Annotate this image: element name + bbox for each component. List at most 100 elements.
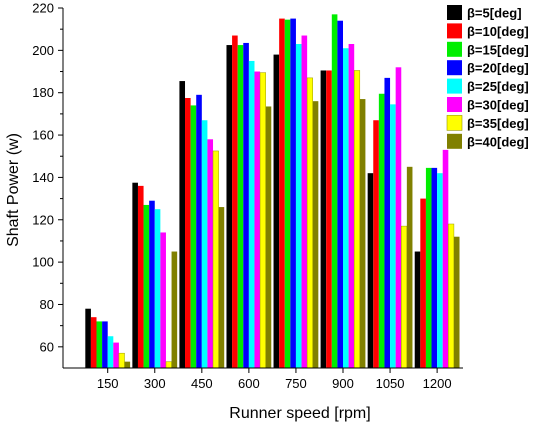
y-tick-label: 200: [32, 43, 54, 58]
ticks-group: 150 300 450 600 750 900 1050 1200 60 80 100 120 140 1…: [32, 1, 451, 392]
legend-label: β=15[deg]: [467, 42, 529, 57]
legend-swatch: [447, 78, 462, 94]
x-tick-label: 150: [97, 376, 119, 391]
bar-900-series-3: [331, 14, 338, 368]
bar-1200-series-6: [442, 149, 449, 368]
bar-750-series-2: [279, 18, 285, 369]
bar-1200-series-8: [453, 236, 460, 368]
bar-1050-series-3: [378, 93, 385, 368]
legend: β=5[deg] β=10[deg] β=15[deg] β=20[deg] β=25[…: [446, 5, 529, 149]
bar-1050-series-2: [373, 120, 379, 369]
bar-600-series-8: [265, 106, 272, 368]
legend-label: β=35[deg]: [467, 116, 529, 131]
y-tick-label: 160: [32, 128, 54, 143]
bar-300-series-4: [149, 200, 155, 368]
bar-300-series-2: [137, 185, 144, 368]
bar-750-series-7: [306, 77, 313, 369]
legend-label: β=5[deg]: [467, 6, 522, 21]
x-axis-title: Runner speed [rpm]: [229, 405, 370, 422]
bar-600-series-6: [254, 71, 261, 368]
bars-group: [85, 14, 460, 369]
axes-group: [62, 8, 463, 369]
y-tick-label: 140: [32, 170, 54, 185]
bar-1050-series-4: [384, 77, 391, 368]
bar-900-series-4: [337, 20, 343, 369]
bar-300-series-8: [171, 251, 178, 368]
bar-600-series-3: [237, 45, 244, 369]
bar-600-series-7: [259, 72, 266, 369]
bar-1200-series-5: [437, 173, 443, 368]
bar-300-series-5: [154, 209, 161, 368]
bar-600-series-1: [226, 45, 233, 369]
bar-600-series-4: [243, 42, 249, 368]
bar-150-series-7: [118, 352, 125, 369]
bar-750-series-5: [295, 44, 302, 368]
bar-450-series-3: [190, 105, 197, 368]
legend-label: β=30[deg]: [467, 98, 529, 113]
y-tick-label: 100: [32, 255, 54, 270]
bar-600-series-2: [232, 35, 238, 368]
bar-300-series-7: [165, 361, 172, 369]
bar-900-series-7: [353, 70, 361, 369]
bar-750-series-3: [284, 19, 291, 369]
legend-swatch: [446, 115, 463, 131]
legend-swatch: [447, 97, 462, 112]
bar-150-series-3: [96, 321, 103, 368]
x-tick-label: 300: [144, 376, 166, 391]
bar-300-series-3: [143, 204, 150, 368]
bar-900-series-1: [320, 70, 327, 368]
bar-1050-series-5: [390, 104, 396, 368]
x-tick-label: 450: [191, 376, 213, 391]
bar-1200-series-3: [425, 167, 432, 368]
legend-label: β=20[deg]: [467, 61, 529, 76]
y-axis-title: Shaft Power (w): [5, 133, 22, 247]
x-tick-label: 600: [238, 376, 260, 391]
y-tick-label: 180: [32, 85, 54, 100]
bar-150-series-6: [113, 342, 119, 368]
bar-750-series-6: [301, 35, 308, 368]
bar-300-series-1: [132, 182, 138, 368]
x-tick-label: 1050: [376, 376, 405, 391]
legend-swatch: [447, 133, 462, 149]
bar-450-series-2: [185, 98, 191, 368]
bar-150-series-4: [102, 321, 108, 368]
legend-swatch: [447, 23, 462, 39]
y-tick-label: 60: [40, 339, 54, 354]
bar-750-series-4: [290, 18, 296, 369]
legend-label: β=10[deg]: [467, 24, 529, 39]
bar-450-series-6: [207, 139, 214, 368]
bar-1050-series-1: [367, 173, 374, 368]
bar-450-series-1: [179, 81, 186, 368]
bar-1200-series-2: [420, 198, 426, 368]
bar-1050-series-8: [406, 166, 413, 368]
y-tick-label: 80: [40, 297, 54, 312]
bar-150-series-1: [85, 308, 91, 368]
x-tick-label: 900: [332, 376, 354, 391]
x-tick-label: 1200: [423, 376, 452, 391]
legend-swatch: [447, 5, 462, 20]
bar-750-series-8: [312, 101, 319, 369]
bar-1050-series-7: [401, 225, 408, 369]
legend-label: β=40[deg]: [467, 134, 529, 149]
bar-600-series-5: [248, 60, 255, 368]
bar-900-series-2: [326, 70, 332, 368]
bar-150-series-8: [124, 361, 131, 368]
bar-1050-series-6: [395, 67, 402, 368]
bar-1200-series-4: [431, 167, 438, 368]
x-tick-label: 750: [285, 376, 307, 391]
legend-swatch: [447, 60, 462, 76]
y-tick-label: 220: [32, 1, 54, 16]
y-tick-label: 120: [32, 212, 54, 227]
bar-900-series-5: [343, 48, 349, 369]
legend-swatch: [447, 41, 462, 57]
bar-900-series-8: [359, 99, 366, 368]
bar-1200-series-1: [414, 251, 421, 368]
bar-900-series-6: [348, 44, 355, 368]
bar-150-series-5: [107, 336, 114, 368]
bar-1200-series-7: [448, 223, 455, 369]
bar-450-series-4: [196, 94, 202, 368]
legend-label: β=25[deg]: [467, 79, 529, 94]
bar-750-series-1: [273, 54, 280, 369]
bar-150-series-2: [90, 317, 97, 368]
